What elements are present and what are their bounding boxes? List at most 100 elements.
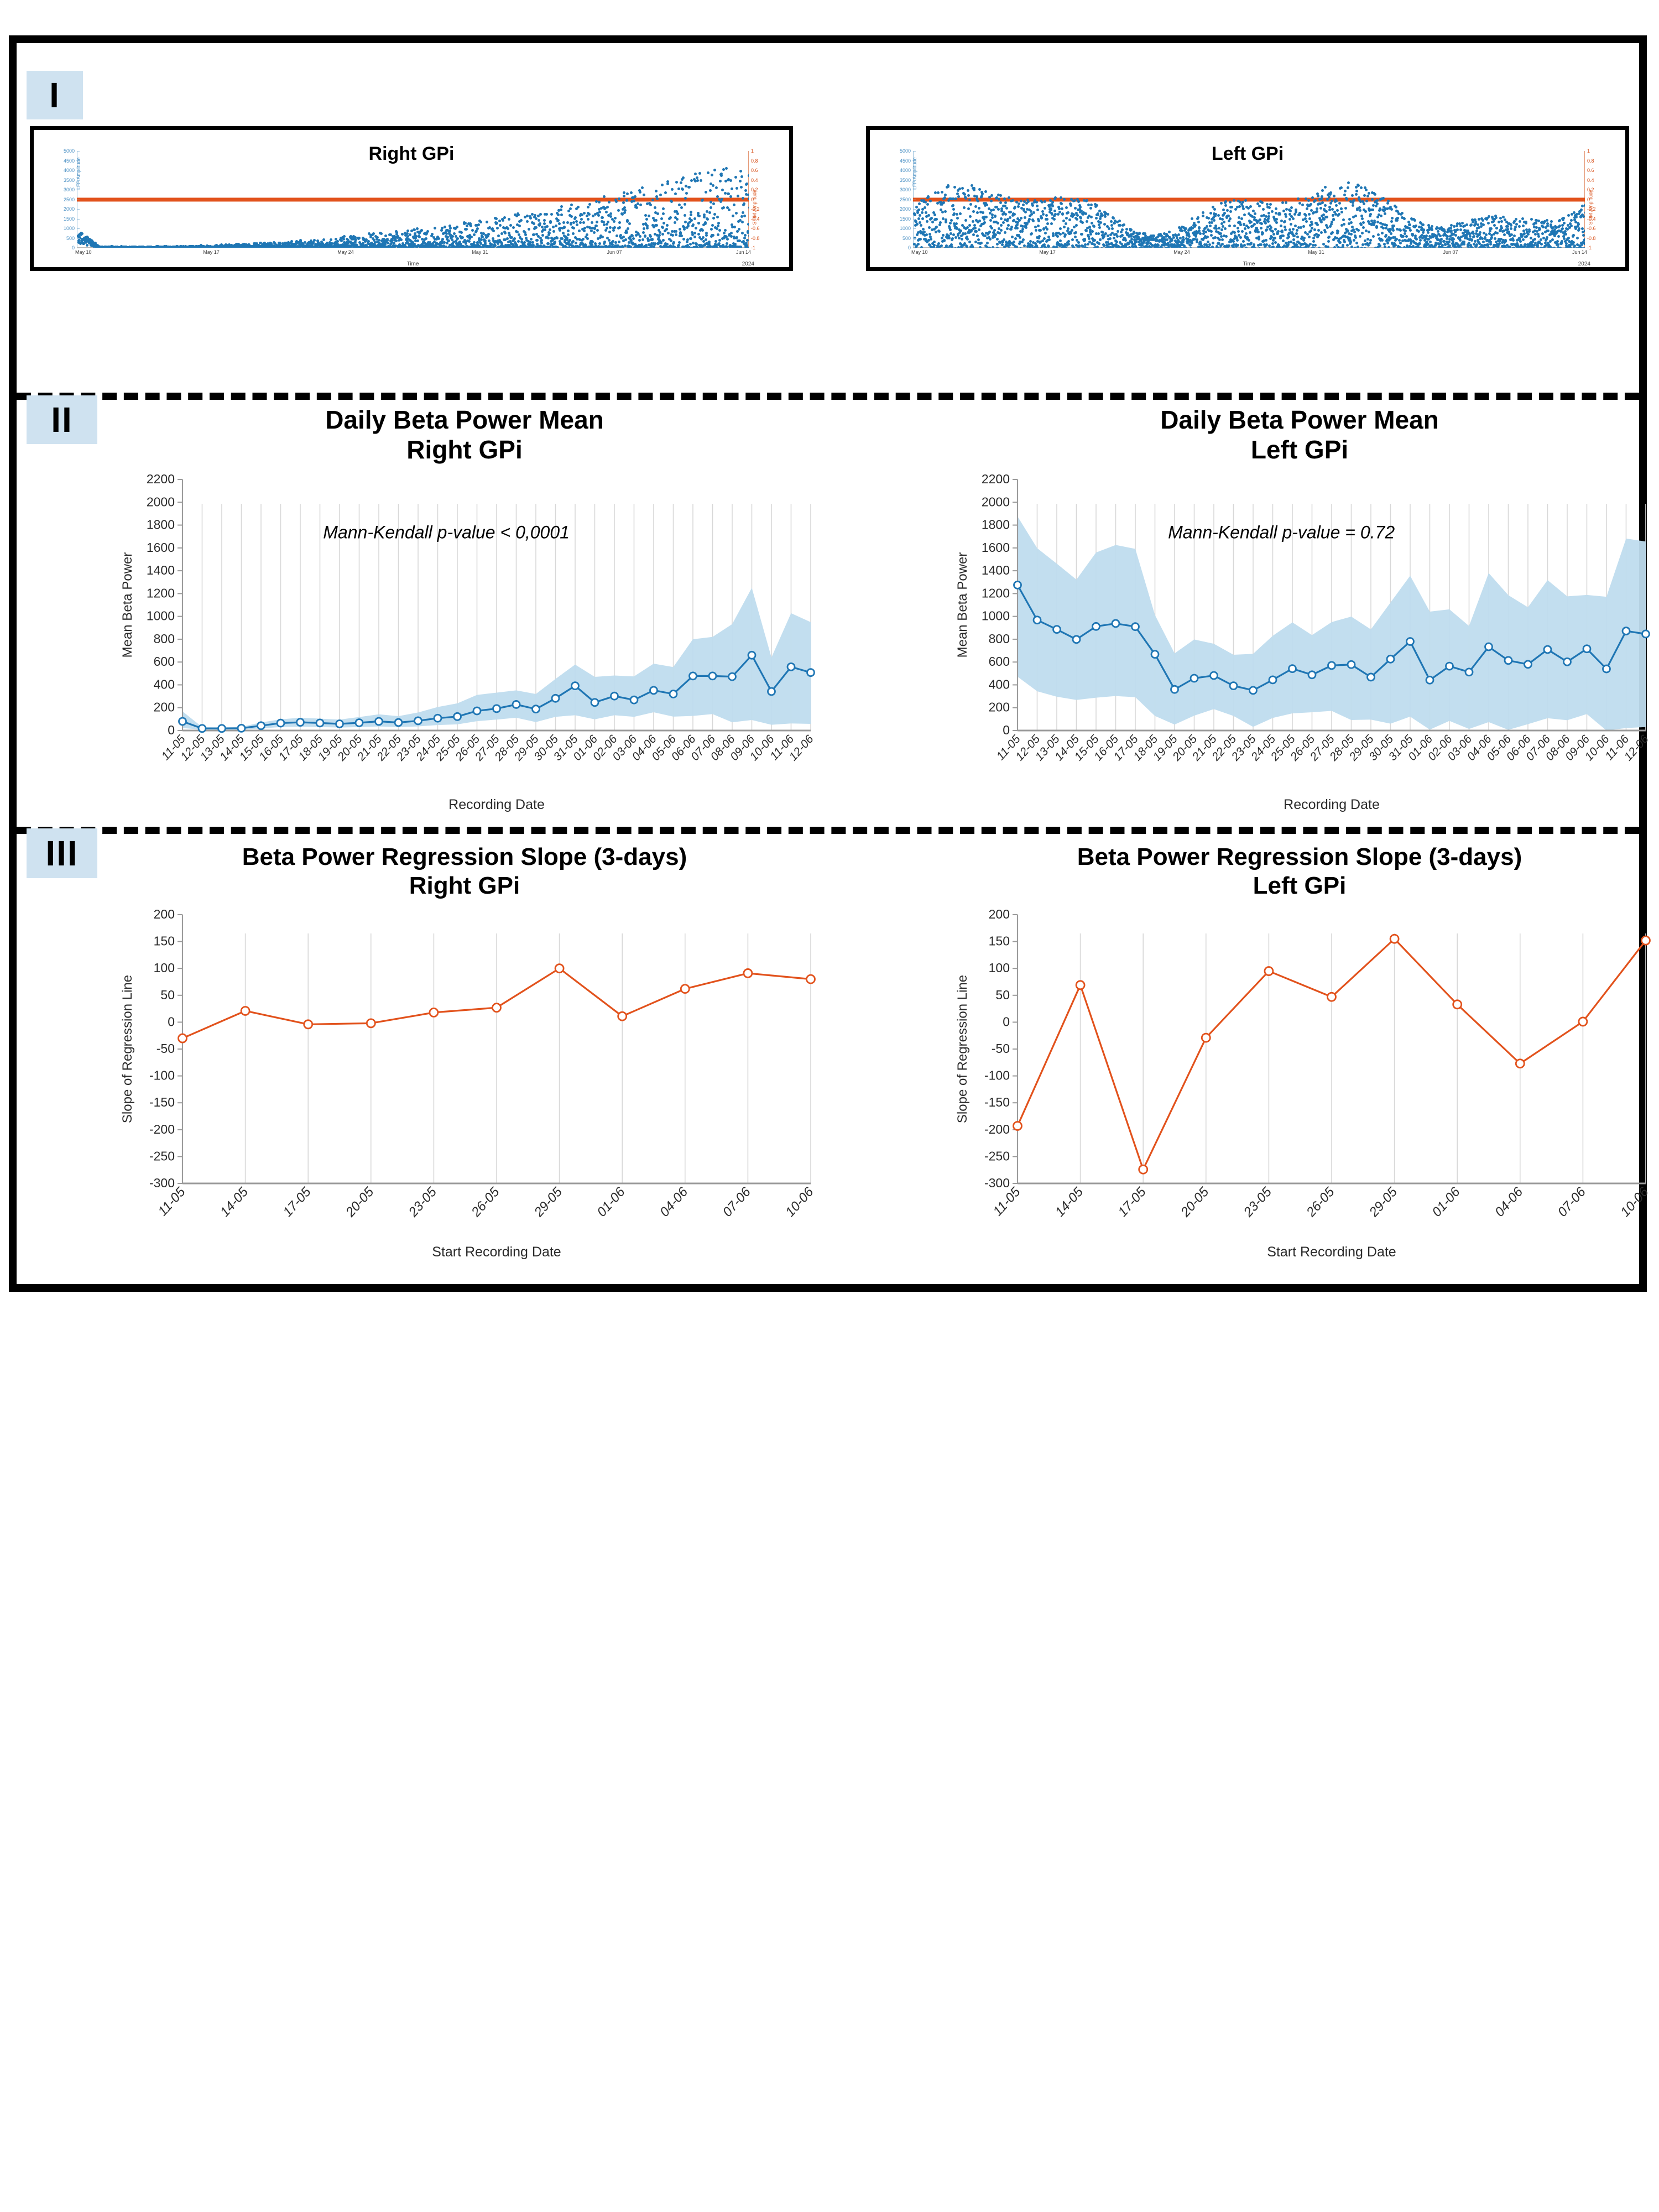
- lfp-sample-point: [1067, 239, 1070, 243]
- lfp-sample-point: [1019, 247, 1022, 248]
- lfp-sample-point: [692, 223, 695, 226]
- lfp-sample-point: [669, 239, 672, 243]
- lfp-sample-point: [398, 236, 401, 239]
- lfp-sample-point: [341, 244, 345, 247]
- lfp-sample-point: [353, 246, 357, 248]
- lfp-sample-point: [1003, 197, 1006, 201]
- lfp-sample-point: [1425, 234, 1428, 238]
- lfp-sample-point: [747, 174, 749, 177]
- lfp-sample-point: [370, 242, 373, 245]
- lfp-sample-point: [1331, 231, 1334, 234]
- lfp-sample-point: [1206, 225, 1209, 228]
- lfp-sample-point: [512, 226, 515, 229]
- lfp-sample-point: [80, 233, 83, 237]
- lfp-sample-point: [929, 199, 932, 202]
- lfp-sample-point: [377, 239, 380, 242]
- lfp-ytick: 0: [71, 245, 75, 251]
- stim-ytick: -0.4: [751, 216, 760, 222]
- lfp-sample-point: [1295, 211, 1298, 214]
- lfp-sample-point: [741, 220, 744, 223]
- lfp-sample-point: [938, 229, 941, 233]
- lfp-sample-point: [511, 239, 514, 242]
- lfp-sample-point: [1271, 245, 1275, 248]
- lfp-sample-point: [90, 239, 93, 242]
- lfp-sample-point: [1379, 214, 1383, 217]
- lfp-sample-point: [964, 196, 967, 200]
- lfp-sample-point: [356, 246, 359, 248]
- lfp-xtick: May 10: [75, 249, 92, 255]
- lfp-sample-point: [303, 244, 306, 248]
- lfp-sample-point: [623, 195, 626, 198]
- lfp-sample-point: [697, 233, 700, 236]
- lfp-sample-point: [933, 191, 937, 194]
- lfp-sample-point: [1104, 215, 1107, 218]
- lfp-sample-point: [1118, 224, 1121, 227]
- lfp-sample-point: [1293, 225, 1297, 228]
- lfp-sample-point: [948, 221, 952, 225]
- lfp-sample-point: [80, 232, 84, 236]
- lfp-sample-point: [287, 243, 290, 246]
- lfp-sample-point: [747, 222, 749, 226]
- lfp-sample-point: [506, 243, 509, 247]
- lfp-sample-point: [399, 238, 403, 242]
- lfp-sample-point: [924, 206, 927, 209]
- lfp-sample-point: [625, 199, 628, 202]
- lfp-sample-point: [1103, 235, 1106, 238]
- lfp-sample-point: [444, 231, 447, 234]
- lfp-sample-point: [617, 241, 620, 244]
- lfp-sample-point: [405, 241, 408, 244]
- lfp-sample-point: [1342, 245, 1345, 248]
- lfp-sample-point: [422, 241, 426, 244]
- lfp-sample-point: [508, 244, 512, 248]
- lfp-sample-point: [622, 201, 625, 204]
- lfp-sample-point: [406, 229, 410, 232]
- lfp-sample-point: [659, 193, 662, 196]
- lfp-sample-point: [1207, 216, 1211, 220]
- lfp-sample-point: [919, 223, 922, 227]
- lfp-sample-point: [1015, 245, 1019, 248]
- lfp-sample-point: [1511, 239, 1515, 242]
- lfp-sample-point: [1323, 218, 1326, 221]
- lfp-sample-point: [1396, 216, 1399, 220]
- lfp-sample-point: [1306, 232, 1309, 236]
- lfp-sample-point: [1122, 223, 1125, 227]
- lfp-sample-point: [705, 234, 708, 237]
- lfp-sample-point: [693, 173, 697, 176]
- lfp-sample-point: [624, 208, 627, 212]
- lfp-sample-point: [278, 241, 281, 244]
- lfp-sample-point: [361, 244, 364, 247]
- lfp-sample-point: [660, 242, 663, 245]
- lfp-sample-point: [999, 217, 1003, 220]
- lfp-sample-point: [1385, 224, 1388, 227]
- lfp-sample-point: [412, 237, 415, 240]
- lfp-sample-point: [1261, 208, 1265, 211]
- lfp-ytick-mark: [77, 180, 80, 181]
- lfp-ytick: 2000: [63, 206, 75, 212]
- lfp-sample-point: [465, 224, 468, 227]
- lfp-sample-point: [1361, 226, 1365, 229]
- lfp-sample-point: [597, 214, 600, 217]
- lfp-sample-point: [1211, 245, 1214, 248]
- lfp-sample-point: [1180, 246, 1183, 248]
- lfp-sample-point: [1488, 229, 1491, 233]
- lfp-sample-point: [290, 242, 293, 246]
- lfp-sample-point: [1060, 202, 1063, 205]
- lfp-sample-point: [1025, 226, 1028, 229]
- lfp-sample-point: [1448, 241, 1451, 244]
- lfp-sample-point: [580, 217, 583, 221]
- lfp-sample-point: [1269, 203, 1272, 206]
- lfp-sample-point: [1326, 226, 1329, 229]
- lfp-sample-point: [368, 243, 372, 246]
- lfp-sample-point: [458, 241, 462, 244]
- lfp-sample-point: [1363, 194, 1366, 197]
- lfp-sample-point: [974, 205, 978, 208]
- lfp-sample-point: [310, 239, 313, 242]
- lfp-sample-point: [1071, 228, 1074, 232]
- lfp-sample-point: [704, 191, 707, 194]
- lfp-sample-point: [492, 229, 495, 232]
- lfp-sample-point: [913, 213, 916, 217]
- lfp-sample-point: [1232, 240, 1235, 243]
- lfp-ytick: 4000: [63, 168, 75, 173]
- lfp-sample-point: [1024, 211, 1027, 214]
- lfp-sample-point: [671, 234, 674, 237]
